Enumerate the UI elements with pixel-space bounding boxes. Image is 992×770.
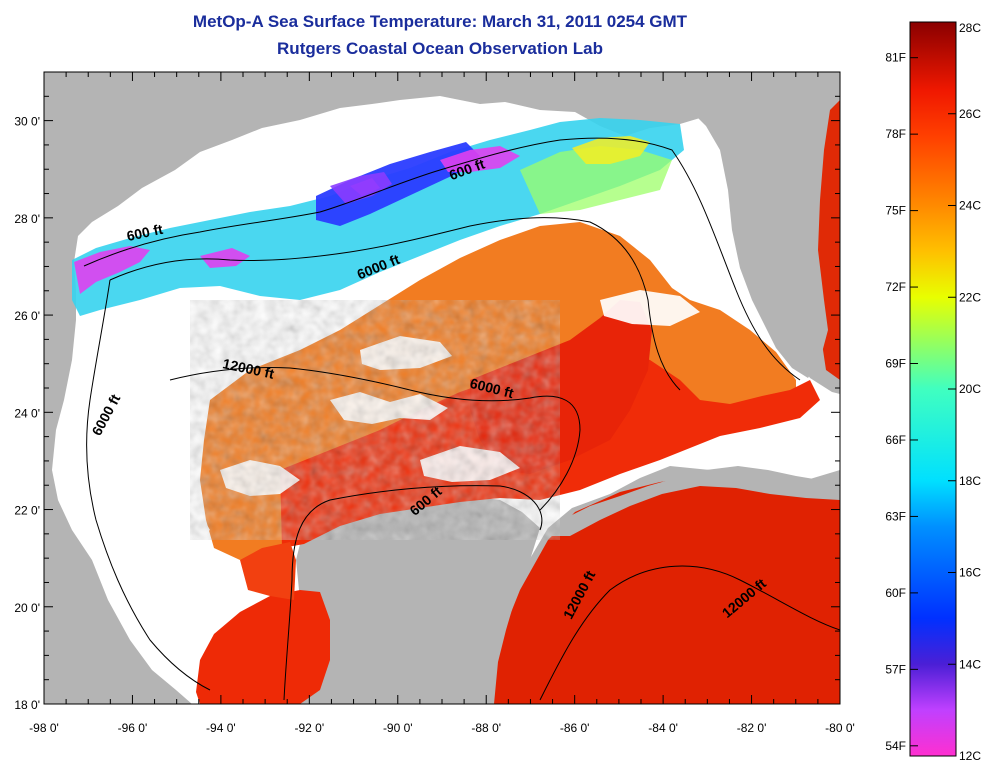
x-tick-label: -92 0'	[295, 721, 325, 735]
colorbar-f-label: 54F	[885, 739, 906, 753]
colorbar-f-label: 81F	[885, 51, 906, 65]
sst-yellow-shelf	[572, 136, 650, 164]
sst-magenta-patches	[74, 146, 520, 294]
colorbar-c-label: 18C	[959, 474, 981, 488]
colorbar-f-label: 57F	[885, 662, 906, 676]
colorbar-f-label: 60F	[885, 586, 906, 600]
y-tick-label: 22 0'	[14, 504, 40, 518]
colorbar-c-label: 20C	[959, 382, 981, 396]
contour-6000ft-west	[86, 279, 211, 691]
contour-carib-12000ft	[539, 565, 840, 701]
colorbar-labels: 28C 26C 24C 22C 20C 18C 16C 14C 12C 81F 78F 75F 72F 6…	[885, 21, 981, 763]
colorbar-c-label: 22C	[959, 290, 981, 304]
sst-red-loop-current	[470, 300, 652, 474]
contour-600ft-yucatan	[283, 485, 543, 701]
colorbar-f-label: 72F	[885, 280, 906, 294]
colorbar-c-label: 14C	[959, 657, 981, 671]
colorbar-c-label: 12C	[959, 749, 981, 763]
yucatan-land	[292, 496, 540, 704]
x-tick-label: -80 0'	[825, 721, 855, 735]
x-tick-label: -82 0'	[737, 721, 767, 735]
y-tick-label: 20 0'	[14, 601, 40, 615]
contour-12000ft	[169, 367, 581, 511]
x-tick-label: -90 0'	[383, 721, 413, 735]
y-tick-label: 24 0'	[14, 406, 40, 420]
sst-red-bay-of-campeche	[196, 590, 330, 704]
colorbar-f-label: 69F	[885, 357, 906, 371]
x-tick-label: -96 0'	[118, 721, 148, 735]
y-tick-label: 18 0'	[14, 698, 40, 712]
colorbar-f-label: 63F	[885, 509, 906, 523]
colorbar-c-label: 16C	[959, 566, 981, 580]
contour-6000ft-north	[109, 217, 681, 391]
colorbar-f-label: 78F	[885, 127, 906, 141]
axis-labels: -98 0' -96 0' -94 0' -92 0' -90 0' -88 0' -86 …	[14, 115, 854, 735]
x-tick-label: -88 0'	[471, 721, 501, 735]
x-tick-label: -86 0'	[560, 721, 590, 735]
map-title: MetOp-A Sea Surface Temperature: March 3…	[192, 12, 688, 31]
map-subtitle: Rutgers Coastal Ocean Observation Lab	[277, 39, 603, 58]
sst-green-shelf	[520, 146, 672, 214]
colorbar-c-label: 28C	[959, 21, 981, 35]
axis-ticks	[43, 71, 841, 705]
colorbar-f-label: 75F	[885, 204, 906, 218]
x-tick-label: -84 0'	[648, 721, 678, 735]
florida-land	[690, 72, 840, 378]
contour-600ft	[83, 137, 801, 381]
y-tick-label: 26 0'	[14, 309, 40, 323]
x-tick-label: -98 0'	[29, 721, 59, 735]
cloud-mask-speckle	[190, 300, 560, 540]
colorbar-f-label: 66F	[885, 433, 906, 447]
y-tick-label: 30 0'	[14, 115, 40, 129]
contour-label: 600 ft	[125, 221, 164, 244]
sst-red-west-yucatan	[240, 542, 296, 600]
sst-purple-plume	[330, 172, 392, 204]
cuba-land	[548, 466, 840, 536]
colorbar-c-label: 24C	[959, 199, 981, 213]
colorbar-c-label: 26C	[959, 107, 981, 121]
x-tick-label: -94 0'	[206, 721, 236, 735]
y-tick-label: 28 0'	[14, 212, 40, 226]
caribbean-water	[492, 476, 840, 704]
